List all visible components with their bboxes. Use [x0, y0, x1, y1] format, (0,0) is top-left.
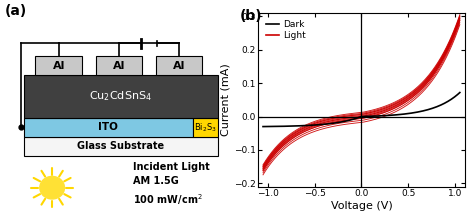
Bar — [24, 137, 218, 156]
Text: Al: Al — [53, 61, 65, 71]
Text: Al: Al — [113, 61, 125, 71]
Bar — [36, 56, 82, 75]
Text: Glass Substrate: Glass Substrate — [77, 141, 164, 151]
Text: ITO: ITO — [98, 122, 118, 133]
Circle shape — [40, 176, 64, 199]
Text: Al: Al — [173, 61, 185, 71]
Text: Incident Light
AM 1.5G
100 mW/cm$^2$: Incident Light AM 1.5G 100 mW/cm$^2$ — [133, 162, 210, 207]
Text: (b): (b) — [239, 9, 262, 23]
Bar — [24, 75, 218, 118]
Text: (a): (a) — [5, 4, 27, 18]
Y-axis label: Current (mA): Current (mA) — [221, 63, 231, 136]
Legend: Dark, Light: Dark, Light — [263, 18, 308, 43]
Bar — [96, 56, 142, 75]
Bar — [193, 118, 218, 137]
Bar — [156, 56, 202, 75]
Text: Bi$_2$S$_3$: Bi$_2$S$_3$ — [194, 121, 217, 134]
Text: Cu$_2$CdSnS$_4$: Cu$_2$CdSnS$_4$ — [90, 90, 152, 104]
X-axis label: Voltage (V): Voltage (V) — [330, 201, 392, 211]
Bar — [24, 118, 193, 137]
